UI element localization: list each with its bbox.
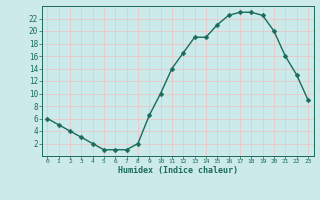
X-axis label: Humidex (Indice chaleur): Humidex (Indice chaleur) bbox=[118, 166, 237, 175]
